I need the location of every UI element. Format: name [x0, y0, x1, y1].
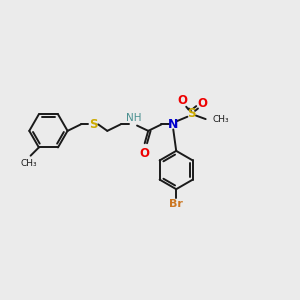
Text: S: S: [187, 107, 196, 120]
Text: CH₃: CH₃: [212, 115, 229, 124]
Text: O: O: [198, 97, 208, 110]
Text: N: N: [168, 118, 178, 131]
Text: NH: NH: [126, 113, 142, 123]
Text: Br: Br: [169, 200, 183, 209]
Text: S: S: [89, 118, 98, 131]
Text: O: O: [140, 147, 150, 160]
Text: O: O: [177, 94, 187, 107]
Text: CH₃: CH₃: [21, 159, 38, 168]
